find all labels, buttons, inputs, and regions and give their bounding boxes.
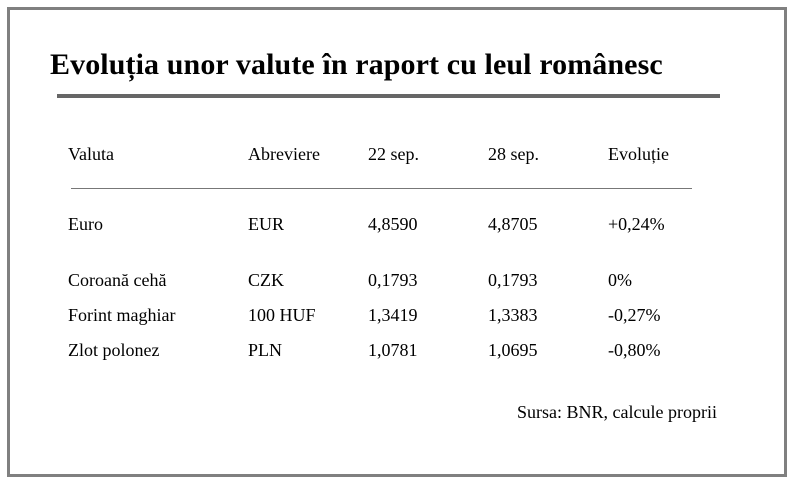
page-title: Evoluția unor valute în raport cu leul r… [50,48,663,81]
table-cell-abbreviation: CZK [248,270,284,290]
table-cell-currency: Euro [68,214,103,234]
source-note: Sursa: BNR, calcule proprii [517,402,717,422]
table-cell-rate-22-sep: 0,1793 [368,270,418,290]
title-underline [57,94,720,98]
table-cell-abbreviation: PLN [248,340,283,360]
table-cell-change: -0,80% [608,340,661,360]
table-cell-rate-22-sep: 1,0781 [368,340,418,360]
header-divider [71,188,692,189]
column-header-abbreviation: Abreviere [248,144,320,164]
table-cell-abbreviation: EUR [248,214,284,234]
table-frame: Evoluția unor valute în raport cu leul r… [7,7,787,477]
table-cell-rate-22-sep: 4,8590 [368,214,418,234]
table-cell-rate-28-sep: 1,0695 [488,340,538,360]
column-header-rate-22-sep: 22 sep. [368,144,419,164]
column-header-rate-28-sep: 28 sep. [488,144,539,164]
table-cell-currency: Zlot polonez [68,340,160,360]
table-cell-rate-22-sep: 1,3419 [368,305,418,325]
table-cell-rate-28-sep: 1,3383 [488,305,538,325]
table-cell-change: -0,27% [608,305,661,325]
column-header-change: Evoluție [608,144,669,164]
table-cell-rate-28-sep: 4,8705 [488,214,538,234]
column-header-currency: Valuta [68,144,114,164]
table-cell-change: +0,24% [608,214,665,234]
table-cell-change: 0% [608,270,632,290]
table-cell-rate-28-sep: 0,1793 [488,270,538,290]
table-cell-currency: Coroană cehă [68,270,167,290]
table-cell-currency: Forint maghiar [68,305,176,325]
table-cell-abbreviation: 100 HUF [248,305,316,325]
